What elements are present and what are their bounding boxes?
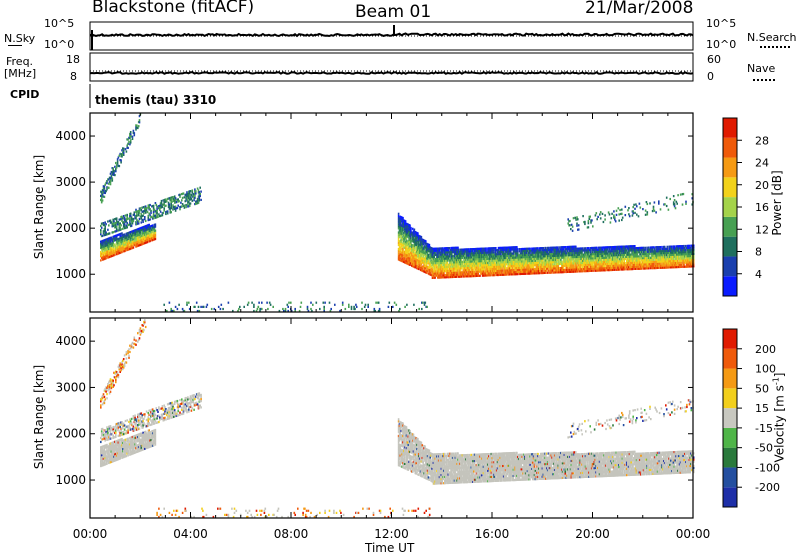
- power-frame: [90, 113, 693, 312]
- velocity-ytick-label-0: 1000: [55, 473, 86, 487]
- power-colorbar-tick-0: 4: [755, 268, 762, 281]
- freq-line: [90, 72, 693, 73]
- power-colorbar-swatch-4: [723, 197, 737, 217]
- x-tick-label-2: 08:00: [274, 527, 309, 541]
- velocity-colorbar-swatch-7: [723, 349, 737, 369]
- power-colorbar-swatch-7: [723, 138, 737, 158]
- x-tick-label-4: 16:00: [475, 527, 510, 541]
- velocity-ytick-label-2: 3000: [55, 380, 86, 394]
- velocity-colorbar-tick-3: 15: [755, 402, 769, 415]
- velocity-colorbar-swatch-3: [723, 428, 737, 448]
- x-axis-label: Time UT: [365, 541, 414, 555]
- power-colorbar-tick-4: 20: [755, 179, 769, 192]
- power-colorbar-tick-6: 28: [755, 134, 769, 147]
- velocity-colorbar-label: Velocity [m s-1]: [772, 353, 787, 483]
- velocity-ytick-label-1: 2000: [55, 427, 86, 441]
- power-colorbar-tick-2: 12: [755, 223, 769, 236]
- power-colorbar-swatch-1: [723, 256, 737, 276]
- velocity-colorbar-swatch-8: [723, 329, 737, 349]
- power-colorbar-label-text: Power [dB]: [770, 170, 784, 235]
- velocity-frame: [90, 318, 693, 518]
- power-colorbar-swatch-5: [723, 177, 737, 197]
- power-panel: [100, 113, 695, 312]
- x-tick-label-1: 04:00: [173, 527, 208, 541]
- power-colorbar-swatch-0: [723, 276, 737, 296]
- plot-axes: 1000 2000 3000 4000 1000 2000 3000 4000 00:00 04:…: [55, 113, 780, 541]
- velocity-colorbar-swatch-2: [723, 448, 737, 468]
- power-colorbar-tick-3: 16: [755, 201, 769, 214]
- power-colorbar-swatch-8: [723, 118, 737, 138]
- power-ytick-label-3: 4000: [55, 129, 86, 143]
- power-ytick-label-2: 3000: [55, 175, 86, 189]
- velocity-colorbar-tick-4: -15: [755, 422, 773, 435]
- x-tick-label-3: 12:00: [374, 527, 409, 541]
- power-y-axis-label: Slant Range [km]: [32, 152, 46, 262]
- x-tick-label-0: 00:00: [73, 527, 108, 541]
- x-tick-label-6: 00:00: [676, 527, 711, 541]
- power-ytick-label-1: 2000: [55, 221, 86, 235]
- power-colorbar-tick-5: 24: [755, 157, 769, 170]
- power-colorbar-swatch-6: [723, 158, 737, 178]
- power-colorbar-swatch-2: [723, 237, 737, 257]
- power-ytick-label-0: 1000: [55, 267, 86, 281]
- velocity-colorbar-tick-5: -50: [755, 442, 773, 455]
- velocity-colorbar-swatch-4: [723, 408, 737, 428]
- velocity-y-axis-label: Slant Range [km]: [32, 362, 46, 472]
- x-tick-label-5: 20:00: [575, 527, 610, 541]
- power-colorbar-label: Power [dB]: [770, 148, 784, 258]
- power-colorbar-swatch-3: [723, 217, 737, 237]
- velocity-panel: [100, 319, 695, 518]
- velocity-colorbar-swatch-5: [723, 388, 737, 408]
- freq-strip-frame: [90, 53, 693, 81]
- velocity-colorbar-swatch-0: [723, 487, 737, 507]
- velocity-colorbar-swatch-6: [723, 369, 737, 389]
- velocity-colorbar-tick-2: 50: [755, 382, 769, 395]
- velocity-colorbar-tick-7: -200: [755, 481, 780, 494]
- power-colorbar-tick-1: 8: [755, 246, 762, 259]
- strip-panels: [90, 22, 693, 108]
- velocity-ytick-label-3: 4000: [55, 334, 86, 348]
- velocity-colorbar-swatch-1: [723, 467, 737, 487]
